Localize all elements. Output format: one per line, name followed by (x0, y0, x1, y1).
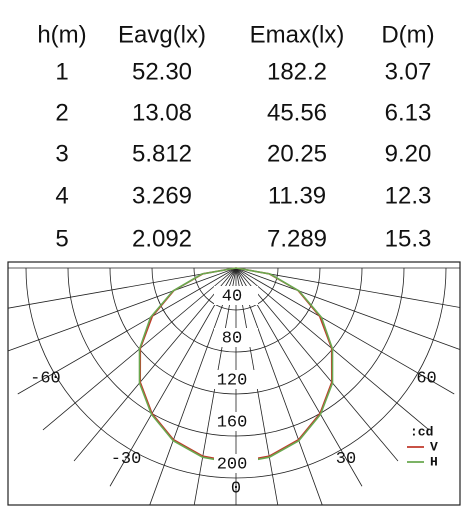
polar-labels: 40 80 120 160 200 -60 -30 0 30 60 (30, 286, 437, 498)
cell: 2.092 (132, 225, 192, 252)
angle-label: 60 (416, 369, 436, 388)
ring-label: 80 (222, 329, 242, 348)
cell: 3.07 (385, 58, 432, 85)
ring-label-bg (214, 286, 258, 305)
ring-grid-line (109, 267, 363, 395)
cell: 5 (55, 225, 68, 252)
cell: 4 (55, 182, 68, 209)
ring-label-bg (214, 412, 258, 431)
cell: 3 (55, 140, 68, 167)
cell: 6.13 (385, 99, 432, 126)
cell: 3.269 (132, 182, 192, 209)
angle-label: 0 (231, 479, 241, 498)
diagram-frame (7, 261, 461, 506)
ring-label-bg (214, 454, 258, 473)
header-cell: h(m) (37, 21, 86, 48)
angle-label: 30 (336, 450, 356, 469)
ring-label-bg (214, 370, 258, 389)
cell: 7.289 (267, 225, 327, 252)
cell: 2 (55, 99, 68, 126)
cell: 1 (55, 58, 68, 85)
legend-label: V (430, 439, 438, 454)
cell: 15.3 (385, 225, 432, 252)
cell: 182.2 (267, 58, 327, 85)
cell: 45.56 (267, 99, 327, 126)
cell: 13.08 (132, 99, 192, 126)
ring-label: 40 (222, 287, 242, 306)
ring-grid-line (193, 267, 279, 311)
ring-label: 160 (217, 413, 248, 432)
ring-label-bg (214, 328, 258, 347)
cell: 11.39 (268, 182, 326, 209)
cell: 5.812 (132, 140, 192, 167)
ring-grid-line (25, 267, 447, 479)
angle-label: -60 (30, 369, 61, 388)
cell: 52.30 (132, 58, 192, 85)
angle-label: -30 (111, 450, 142, 469)
header-cell: Eavg(lx) (118, 21, 206, 48)
ring-grid-line (67, 267, 405, 437)
legend-unit: :cd (410, 424, 433, 439)
cell: 20.25 (267, 140, 327, 167)
radial-grid-line (235, 267, 460, 350)
ring-label: 120 (217, 371, 248, 390)
ring-label: 200 (217, 455, 248, 474)
header-cell: Emax(lx) (250, 21, 345, 48)
header-cell: D(m) (381, 21, 434, 48)
data-table: h(m) Eavg(lx) Emax(lx) D(m) 1 52.30 182.2 3.07 2… (37, 21, 434, 252)
cell: 9.20 (385, 140, 432, 167)
legend-label: H (430, 454, 438, 469)
cell: 12.3 (385, 182, 432, 209)
